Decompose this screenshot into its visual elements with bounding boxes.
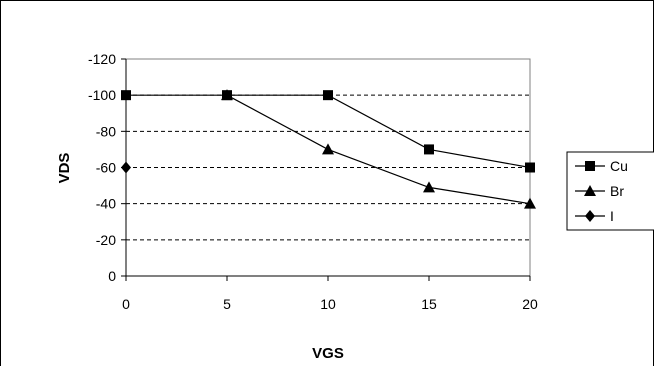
- y-tick-label: -60: [96, 160, 116, 176]
- x-tick-label: 15: [421, 296, 437, 312]
- legend-label-cu: Cu: [610, 158, 628, 174]
- y-tick-label: -120: [88, 51, 116, 67]
- x-tick-label: 0: [122, 296, 130, 312]
- y-axis-ticks: -120 -100 -80 -60 -40 -20 0: [88, 51, 126, 284]
- legend-marker-br: [584, 185, 596, 196]
- y-tick-label: 0: [108, 268, 116, 284]
- legend-marker-cu: [585, 161, 595, 171]
- data-point-cu: [424, 144, 434, 155]
- x-tick-label: 10: [320, 296, 336, 312]
- y-axis-title: VDS: [56, 153, 73, 184]
- y-tick-label: -20: [96, 232, 116, 248]
- legend-label-br: Br: [610, 183, 624, 199]
- data-point-br: [423, 181, 435, 193]
- y-tick-label: -40: [96, 196, 116, 212]
- data-point-cu: [323, 90, 333, 101]
- x-axis-title: VGS: [312, 345, 344, 362]
- y-tick-label: -80: [96, 123, 116, 139]
- x-tick-label: 5: [223, 296, 231, 312]
- series-line-br: [226, 94, 531, 205]
- data-point-br: [524, 197, 536, 209]
- legend-label-i: I: [610, 208, 614, 224]
- y-tick-label: -100: [88, 87, 116, 103]
- legend: Cu Br I: [566, 151, 654, 231]
- grid-lines: [126, 94, 530, 241]
- data-point-cu: [525, 162, 535, 173]
- data-point-br: [221, 89, 233, 101]
- x-tick-label: 20: [522, 296, 538, 312]
- data-point-br: [322, 143, 334, 155]
- x-axis-ticks: 0 5 10 15 20: [122, 276, 538, 312]
- legend-marker-i: [585, 210, 595, 222]
